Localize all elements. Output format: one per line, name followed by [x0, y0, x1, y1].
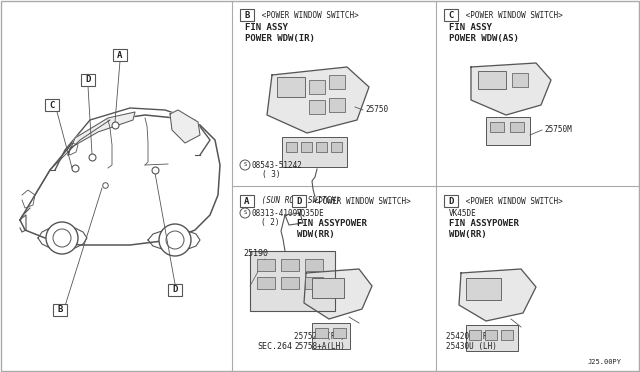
Text: POWER WDW(AS): POWER WDW(AS) — [449, 35, 519, 44]
Bar — [315, 328, 328, 338]
Bar — [312, 323, 350, 349]
Text: A: A — [117, 51, 123, 60]
Bar — [240, 9, 254, 21]
Text: POWER WDW(IR): POWER WDW(IR) — [245, 35, 315, 44]
Text: D: D — [448, 196, 454, 205]
Bar — [466, 278, 501, 300]
Polygon shape — [68, 112, 135, 155]
Text: FIN ASSYPOWER: FIN ASSYPOWER — [297, 219, 367, 228]
Text: <POWER WINDOW SWITCH>: <POWER WINDOW SWITCH> — [461, 10, 563, 19]
Bar — [316, 142, 327, 152]
Polygon shape — [471, 63, 551, 115]
Text: S: S — [243, 163, 246, 167]
Bar — [292, 195, 306, 207]
Bar — [485, 330, 497, 340]
Bar — [250, 251, 335, 311]
Text: FIN ASSY: FIN ASSY — [449, 23, 492, 32]
Bar — [286, 142, 297, 152]
Bar — [486, 117, 530, 145]
Bar — [81, 74, 95, 86]
Text: ( 3): ( 3) — [262, 170, 280, 180]
Text: WDW(RR): WDW(RR) — [297, 231, 335, 240]
Bar — [45, 99, 59, 111]
Text: 08543-51242: 08543-51242 — [252, 160, 303, 170]
Text: FIN ASSYPOWER: FIN ASSYPOWER — [449, 219, 519, 228]
Text: SEC.264: SEC.264 — [257, 342, 292, 351]
Text: B: B — [244, 10, 250, 19]
Bar — [469, 330, 481, 340]
Bar — [312, 278, 344, 298]
Bar — [301, 142, 312, 152]
Circle shape — [166, 231, 184, 249]
Text: ( 2): ( 2) — [261, 218, 280, 228]
Text: J25.00PY: J25.00PY — [588, 359, 622, 365]
Text: B: B — [58, 305, 63, 314]
Bar — [478, 71, 506, 89]
Text: 25190: 25190 — [243, 249, 268, 258]
Text: D: D — [172, 285, 178, 295]
Bar — [53, 304, 67, 316]
Bar — [257, 259, 275, 271]
Polygon shape — [267, 67, 369, 133]
Circle shape — [240, 160, 250, 170]
Text: D: D — [85, 76, 91, 84]
Bar — [444, 195, 458, 207]
Text: 25752  (RH): 25752 (RH) — [294, 332, 345, 341]
Bar — [501, 330, 513, 340]
Bar — [305, 259, 323, 271]
Text: FIN ASSY: FIN ASSY — [245, 23, 288, 32]
Text: WDW(RR): WDW(RR) — [449, 231, 486, 240]
Bar — [168, 284, 182, 296]
Bar — [309, 100, 325, 114]
Bar — [329, 98, 345, 112]
Text: C: C — [448, 10, 454, 19]
Circle shape — [53, 229, 71, 247]
Circle shape — [240, 208, 250, 218]
Text: (SUN ROOF SWITCH): (SUN ROOF SWITCH) — [257, 196, 340, 205]
Bar — [257, 277, 275, 289]
Polygon shape — [304, 269, 372, 319]
Text: VK45DE: VK45DE — [449, 208, 477, 218]
Bar — [281, 277, 299, 289]
Text: 25420U (RH): 25420U (RH) — [446, 332, 497, 341]
Text: 25750M: 25750M — [544, 125, 572, 135]
Bar — [466, 325, 518, 351]
Bar — [331, 142, 342, 152]
Text: 08313-41097: 08313-41097 — [252, 208, 303, 218]
Text: D: D — [296, 196, 301, 205]
Bar — [512, 73, 528, 87]
Bar — [444, 9, 458, 21]
Text: 25430U (LH): 25430U (LH) — [446, 342, 497, 351]
Text: <POWER WINDOW SWITCH>: <POWER WINDOW SWITCH> — [461, 196, 563, 205]
Bar — [113, 49, 127, 61]
Text: 25750: 25750 — [365, 106, 388, 115]
Text: C: C — [49, 100, 54, 109]
Bar — [309, 80, 325, 94]
Bar — [490, 122, 504, 132]
Bar — [282, 137, 347, 167]
Polygon shape — [459, 269, 536, 321]
Text: <POWER WINDOW SWITCH>: <POWER WINDOW SWITCH> — [309, 196, 411, 205]
Bar — [329, 75, 345, 89]
Bar — [277, 77, 305, 97]
Bar — [510, 122, 524, 132]
Circle shape — [46, 222, 78, 254]
Bar — [333, 328, 346, 338]
Text: A: A — [244, 196, 250, 205]
Text: <POWER WINDOW SWITCH>: <POWER WINDOW SWITCH> — [257, 10, 359, 19]
Bar — [305, 277, 323, 289]
Circle shape — [159, 224, 191, 256]
Text: VQ35DE: VQ35DE — [297, 208, 324, 218]
Bar — [281, 259, 299, 271]
Text: S: S — [243, 211, 246, 215]
Bar — [240, 195, 254, 207]
Text: 25758+A(LH): 25758+A(LH) — [294, 342, 345, 351]
Polygon shape — [170, 110, 200, 143]
